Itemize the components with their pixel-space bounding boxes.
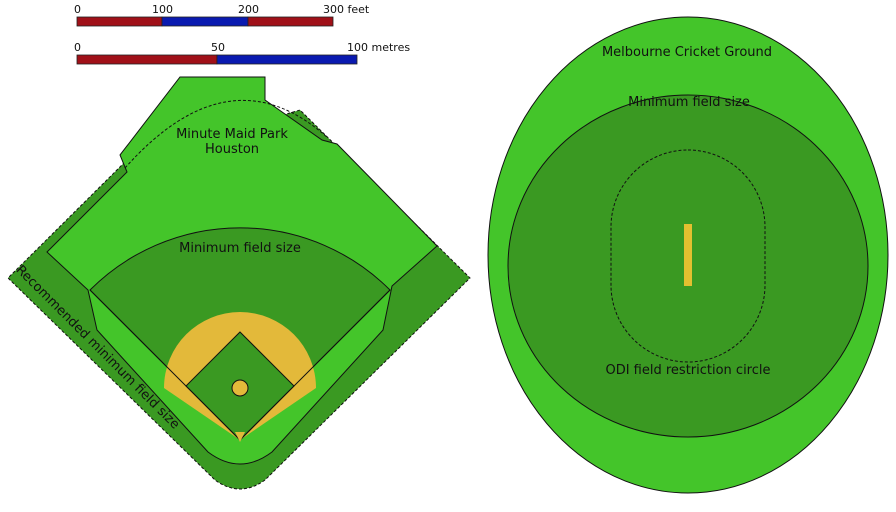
scale-label: 100 metres	[347, 41, 410, 54]
park-name: Minute Maid Park	[176, 127, 288, 142]
scale-label: 100	[152, 3, 173, 16]
pitch	[684, 224, 692, 286]
scale-label: 200	[238, 3, 259, 16]
odi-label: ODI field restriction circle	[605, 363, 770, 378]
home-plate	[235, 432, 245, 442]
scale-label: 0	[74, 41, 81, 54]
scale-label: 50	[211, 41, 225, 54]
park-wall-arc	[124, 99, 329, 169]
park-city: Houston	[205, 142, 259, 157]
ground-name: Melbourne Cricket Ground	[602, 45, 772, 60]
minimum-label: Minimum field size	[628, 95, 750, 110]
feet-scale-bar	[76, 16, 334, 27]
pitchers-mound	[231, 379, 249, 397]
scale-label: 300 feet	[323, 3, 370, 16]
foul-lines	[89, 289, 391, 441]
odi-circle	[610, 149, 766, 363]
minimum-label: Minimum field size	[179, 241, 301, 256]
metres-scale-bar	[76, 54, 358, 65]
scale-label: 0	[74, 3, 81, 16]
